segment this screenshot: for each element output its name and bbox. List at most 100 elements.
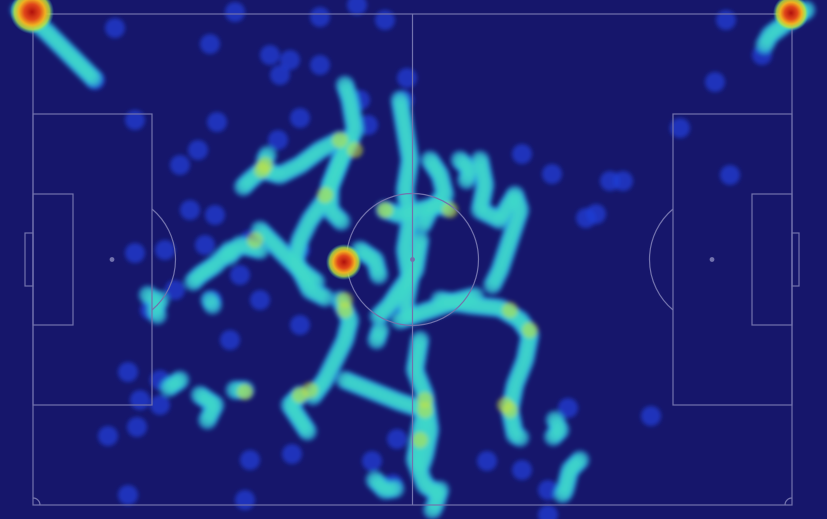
heat-warm-blob bbox=[317, 187, 333, 203]
heat-warm-blob bbox=[332, 132, 348, 148]
left-penalty-spot bbox=[109, 257, 115, 262]
heat-trail-point bbox=[414, 458, 429, 472]
heat-trail-point bbox=[150, 308, 165, 322]
heat-blob bbox=[720, 165, 740, 185]
heat-trail-point bbox=[425, 503, 440, 517]
heat-blob bbox=[375, 10, 395, 30]
heat-layer bbox=[10, 0, 816, 519]
heat-blob bbox=[670, 118, 690, 138]
heat-blob bbox=[477, 451, 497, 471]
heat-hotspot-top-right-corner bbox=[773, 0, 809, 31]
heat-blob bbox=[200, 34, 220, 54]
heat-blob bbox=[310, 7, 330, 27]
heat-blob bbox=[250, 290, 270, 310]
heat-blob bbox=[220, 330, 240, 350]
heat-blob bbox=[397, 68, 417, 88]
heat-blob bbox=[512, 460, 532, 480]
left-goal bbox=[24, 232, 34, 287]
corner-arc-bottom-left bbox=[32, 497, 41, 506]
heat-trail-point bbox=[388, 481, 402, 496]
heat-trail-point bbox=[200, 413, 215, 427]
heat-blob bbox=[716, 10, 736, 30]
heat-blob bbox=[268, 130, 288, 150]
heat-warm-blob bbox=[247, 232, 263, 248]
heat-blob bbox=[125, 243, 145, 263]
heat-blob bbox=[290, 108, 310, 128]
heat-trail-point bbox=[221, 249, 236, 264]
heat-blob bbox=[118, 362, 138, 382]
heat-warm-blob bbox=[442, 202, 458, 218]
right-penalty-spot bbox=[709, 257, 715, 262]
heat-warm-blob bbox=[237, 384, 253, 400]
heat-trail-point bbox=[309, 275, 323, 289]
heat-trail-point bbox=[459, 173, 474, 187]
heat-warm-blob bbox=[337, 302, 353, 318]
heat-blob bbox=[282, 444, 302, 464]
heat-trail-point bbox=[146, 291, 160, 306]
heat-warm-blob bbox=[417, 402, 433, 418]
heat-blob bbox=[705, 72, 725, 92]
heat-warm-blob bbox=[257, 157, 273, 173]
heat-hotspot-top-left-corner bbox=[10, 0, 54, 34]
heat-trail-point bbox=[468, 289, 482, 304]
heat-trail-point bbox=[555, 487, 570, 501]
heat-trail-point bbox=[86, 71, 101, 86]
heat-blob bbox=[542, 164, 562, 184]
heat-blob bbox=[98, 426, 118, 446]
heat-blob bbox=[130, 390, 150, 410]
heat-blob bbox=[641, 406, 661, 426]
heat-blob bbox=[280, 50, 300, 70]
heat-warm-blob bbox=[377, 202, 393, 218]
heat-trail-point bbox=[236, 179, 251, 194]
center-spot bbox=[410, 257, 415, 262]
heat-warm-blob bbox=[412, 432, 428, 448]
heat-trail-point bbox=[186, 274, 201, 289]
hotspot-layer bbox=[10, 0, 809, 280]
heat-blob bbox=[118, 485, 138, 505]
heat-blob bbox=[290, 315, 310, 335]
heat-trail-point bbox=[415, 218, 430, 232]
heat-blob bbox=[260, 45, 280, 65]
heat-trail-point bbox=[371, 268, 386, 282]
heat-blob bbox=[512, 144, 532, 164]
heat-trail-point bbox=[334, 214, 349, 229]
heat-blob bbox=[240, 450, 260, 470]
heat-blob bbox=[195, 235, 215, 255]
heat-blob bbox=[105, 18, 125, 38]
heat-trail-point bbox=[485, 278, 500, 292]
heat-warm-blob bbox=[302, 382, 318, 398]
heat-blob bbox=[270, 65, 290, 85]
heat-blob bbox=[150, 395, 170, 415]
heat-trail-point bbox=[318, 290, 332, 305]
heat-trail-point bbox=[300, 424, 315, 439]
heat-blob bbox=[235, 490, 255, 510]
heat-trail-point bbox=[757, 38, 772, 52]
heat-blob bbox=[205, 205, 225, 225]
heat-blob bbox=[387, 429, 407, 449]
heat-blob bbox=[207, 112, 227, 132]
heat-blob bbox=[188, 140, 208, 160]
heat-warm-blob bbox=[502, 402, 518, 418]
heat-blob bbox=[155, 240, 175, 260]
heat-warm-blob bbox=[522, 322, 538, 338]
heat-blob bbox=[180, 200, 200, 220]
heat-blob bbox=[538, 505, 558, 519]
heat-blob bbox=[347, 0, 367, 15]
heat-trail-point bbox=[369, 333, 384, 347]
heat-blob bbox=[558, 398, 578, 418]
heat-blob bbox=[225, 2, 245, 22]
heat-blob bbox=[600, 171, 620, 191]
heat-blob bbox=[230, 265, 250, 285]
heat-warm-blob bbox=[347, 142, 363, 158]
corner-arc-bottom-right bbox=[784, 497, 793, 506]
left-penalty-arc bbox=[151, 208, 177, 311]
heat-blob bbox=[310, 55, 330, 75]
right-penalty-arc bbox=[648, 208, 674, 311]
heat-trail-point bbox=[546, 429, 561, 444]
heat-blob bbox=[125, 110, 145, 130]
heat-trail-point bbox=[513, 430, 527, 445]
heat-trail-point bbox=[161, 380, 176, 395]
right-goal bbox=[791, 232, 800, 287]
